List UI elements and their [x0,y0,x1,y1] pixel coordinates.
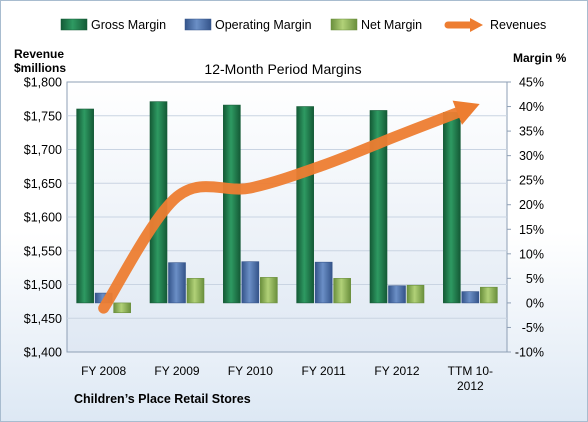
net-margin-bar [333,278,351,304]
x-tick-label: FY 2010 [228,364,273,378]
operating-margin-bar [241,261,260,304]
gross-margin-bar [223,104,241,304]
bars [76,101,498,314]
net-margin-bar [406,284,425,304]
gross-margin-bar [296,106,314,304]
x-tick-label: FY 2008 [81,364,126,378]
legend-arrowhead-revenues [470,18,483,32]
right-tick-label: 10% [519,247,544,261]
right-tick-label: -10% [515,346,544,360]
revenue-arrowhead [452,100,480,125]
x-tick-label: TTM 10- [448,364,493,378]
x-tick-label: 2012 [457,379,484,393]
right-axis-label: Margin % [513,51,567,65]
net-margin-bar [260,277,278,304]
operating-margin-bar [461,291,480,304]
operating-margin-bar [314,261,333,304]
left-tick-label: $1,500 [24,278,62,292]
net-margin-bar [480,286,498,304]
left-tick-label: $1,800 [24,76,62,90]
operating-margin-bar [168,262,186,304]
legend-swatch-net-margin [330,18,358,31]
revenue-line-path [98,107,463,314]
company-label: Children’s Place Retail Stores [74,392,251,406]
left-tick-label: $1,750 [24,109,62,123]
x-tick-label: FY 2009 [154,364,199,378]
right-tick-label: 40% [519,100,544,114]
left-axis-ticks: $1,400 $1,450 $1,500 $1,550 $1,600 $1,650 $1,7… [24,76,62,360]
x-tick-label: FY 2011 [302,364,347,378]
right-tick-label: 0% [526,296,544,310]
left-tick-label: $1,600 [24,211,62,225]
net-margin-bar [186,278,205,304]
x-tick-label: FY 2012 [374,364,419,378]
revenue-line [98,100,480,314]
right-axis-ticks: -10% -5% 0% 5% 10% 15% 20% 25% 30% 35% 40% 45% [507,76,544,360]
legend-label-operating-margin: Operating Margin [215,18,312,32]
left-tick-label: $1,650 [24,177,62,191]
net-margin-bar [113,302,131,314]
left-axis-label-line-1: Revenue [14,47,64,61]
right-tick-label: 35% [519,125,544,139]
legend: Gross Margin Operating Margin Net Margin… [60,18,546,32]
gross-margin-bar [443,112,461,304]
right-tick-label: 15% [519,223,544,237]
left-tick-label: $1,450 [24,312,62,326]
right-tick-label: 30% [519,149,544,163]
gross-margin-bar [76,108,94,304]
legend-label-revenues: Revenues [490,18,546,32]
x-axis-ticks: FY 2008 FY 2009 FY 2010 FY 2011 FY 2012 TTM 1… [81,364,493,393]
legend-swatch-operating-margin [184,18,212,31]
operating-margin-bar [388,285,406,304]
gross-margin-bar [369,110,388,304]
chart-title: 12-Month Period Margins [204,61,361,77]
left-tick-label: $1,400 [24,346,62,360]
right-tick-label: 45% [519,76,544,90]
left-tick-label: $1,550 [24,244,62,258]
left-tick-label: $1,700 [24,143,62,157]
legend-label-gross-margin: Gross Margin [91,18,166,32]
right-tick-label: 20% [519,198,544,212]
right-tick-label: -5% [522,321,544,335]
right-tick-label: 25% [519,174,544,188]
left-axis-label-line-2: $millions [14,61,66,75]
legend-label-net-margin: Net Margin [361,18,422,32]
right-tick-label: 5% [526,272,544,286]
legend-swatch-gross-margin [60,18,88,31]
